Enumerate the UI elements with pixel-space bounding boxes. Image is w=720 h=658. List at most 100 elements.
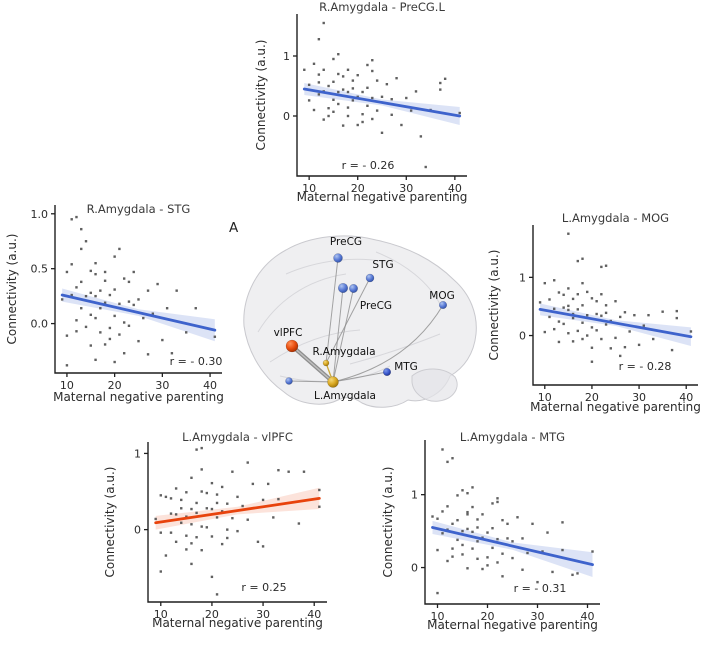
svg-text:40: 40 [448,182,462,195]
svg-text:10: 10 [431,610,445,623]
scatter-panel-r-amygdala-stg: 10 20 30 40 0.0 0.5 1.0 R.Amygdala - STG Materna… [6,196,238,410]
axis-spines [54,205,222,374]
svg-text:0.5: 0.5 [31,263,49,276]
svg-text:0: 0 [283,110,290,123]
y-axis-ticks: 01 [519,271,533,343]
scatter-points [60,215,217,367]
scatter-points [431,448,594,595]
confidence-band [304,83,460,125]
brain-node-label: STG [372,259,393,271]
chart-title: R.Amygdala - PreCG.L [319,0,445,14]
svg-text:30: 30 [155,379,169,392]
r-value-label: r = 0.25 [241,581,286,594]
brain-edges [288,257,444,384]
brain-node-vlpfc [285,339,299,353]
svg-text:20: 20 [481,610,495,623]
edge-thin [332,287,344,383]
axis-spines [424,440,600,605]
chart-title: L.Amygdala - vlPFC [182,430,293,444]
edge-thin [325,277,371,364]
brain-nodes [285,253,448,388]
x-axis-ticks: 10 20 30 40 [154,602,321,621]
brain-node-mtg [382,367,392,377]
edge-curve [332,304,444,383]
y-axis-ticks: 01 [134,447,148,537]
svg-text:30: 30 [632,391,646,404]
edge-thin [288,380,334,383]
chart-title: R.Amygdala - STG [87,202,191,216]
confidence-band [540,303,691,346]
brain-node-stg [365,273,375,283]
confidence-band [62,288,215,342]
edge-thin [332,288,354,383]
svg-text:10: 10 [154,608,168,621]
axis-spines [147,442,327,603]
svg-text:40: 40 [203,379,217,392]
svg-text:20: 20 [108,379,122,392]
scatter-panel-l-amygdala-mtg: 10 20 30 40 0 1 L.Amygdala - MTG Maternal negat… [380,430,620,638]
panel-label-a: A [229,220,239,236]
x-axis-ticks: 10 20 30 40 [431,604,595,623]
r-value-label: r = - 0.26 [342,159,395,172]
svg-text:1: 1 [134,447,141,460]
brain-node-label: PreCG [330,236,362,248]
r-value-label: r = - 0.28 [619,360,672,373]
scatter-panel-l-amygdala-vlpfc: 10 20 30 40 0 1 L.Amygdala - vlPFC Maternal neg… [102,430,352,636]
fit-line [60,293,217,332]
brain-node-label: MTG [394,361,418,373]
svg-text:20: 20 [585,391,599,404]
brain-node-label: PreCG [360,300,392,312]
scatter-points [303,21,461,169]
brain-node-r-amygdala [322,359,330,367]
brain-node-label: vlPFC [274,327,303,339]
svg-text:20: 20 [205,608,219,621]
brain-outline [243,235,477,408]
fit-line [431,526,594,567]
brain-node-labels: PreCG STG PreCG MOG vlPFC R.Amygdala MTG L.Amyg… [274,236,455,402]
chart-title: L.Amygdala - MOG [562,211,669,225]
svg-text:0: 0 [519,330,526,343]
chart-title: L.Amygdala - MTG [460,430,565,444]
r-value-label: r = - 0.31 [514,582,567,595]
x-axis-label: Maternal negative parenting [152,616,323,630]
svg-text:0.0: 0.0 [31,318,49,331]
fit-line [538,307,693,339]
svg-text:0: 0 [134,524,141,537]
y-axis-label: Connectivity (a.u.) [381,467,395,578]
svg-text:40: 40 [307,608,321,621]
svg-text:10: 10 [302,182,316,195]
y-axis-ticks: 0.0 0.5 1.0 [31,208,55,331]
brain-connectivity-diagram: PreCG STG PreCG MOG vlPFC R.Amygdala MTG L.Amyg… [228,214,484,414]
axis-spines [296,14,467,177]
brain-node-node-frontal [285,377,293,385]
svg-text:30: 30 [399,182,413,195]
x-axis-ticks: 10 20 30 40 [538,385,693,404]
brain-node-label: MOG [429,290,454,302]
scatter-plot-r-amygdala-stg: 10 20 30 40 0.0 0.5 1.0 R.Amygdala - STG Materna… [6,202,224,404]
scatter-panel-l-amygdala-mog: 10 20 30 40 0 1 L.Amygdala - MOG Maternal negat… [486,210,720,420]
axis-spines [532,225,698,386]
fit-line [154,496,321,525]
svg-text:1: 1 [283,50,290,63]
y-axis-label: Connectivity (a.u.) [103,467,117,578]
brain-node-mog [438,300,448,310]
brain-node-precg-a [337,282,349,294]
y-axis-ticks: 01 [411,489,425,575]
svg-text:20: 20 [351,182,365,195]
brain-node-l-amygdala [327,376,339,388]
x-axis-label: Maternal negative parenting [530,400,701,414]
scatter-points [538,232,693,363]
y-axis-ticks: 01 [283,50,297,123]
edge-thin [325,257,339,364]
brain-node-label: R.Amygdala [313,346,376,358]
svg-text:0: 0 [411,562,418,575]
svg-text:10: 10 [60,379,74,392]
y-axis-label: Connectivity (a.u.) [6,234,19,345]
x-axis-ticks: 10 20 30 40 [60,373,217,392]
svg-text:30: 30 [256,608,270,621]
svg-text:40: 40 [581,610,595,623]
